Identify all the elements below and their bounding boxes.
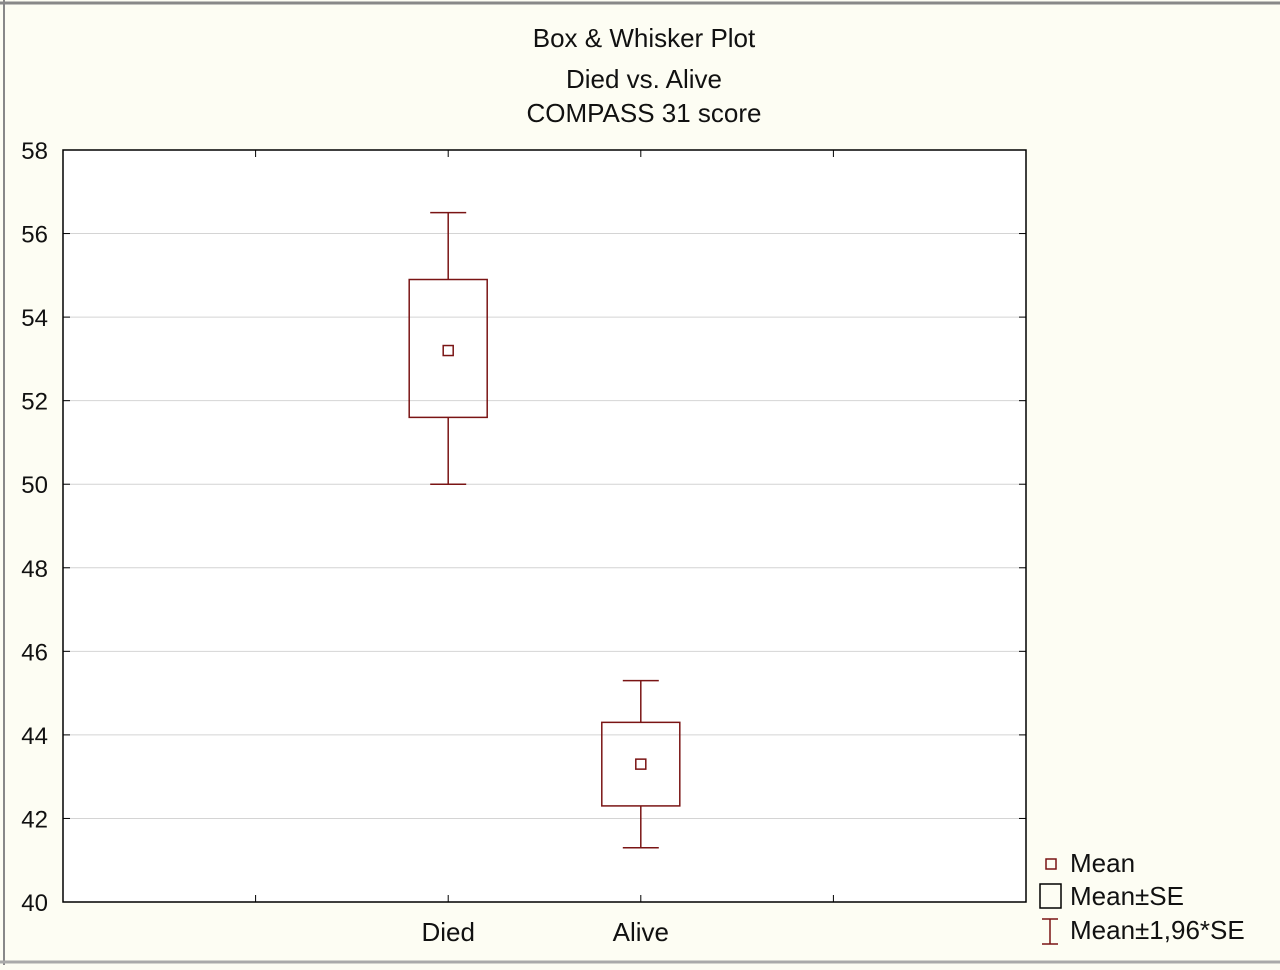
- legend-mean-label: Mean: [1070, 848, 1135, 878]
- y-tick-label: 54: [21, 305, 48, 332]
- y-tick-label: 48: [21, 556, 48, 583]
- box-group-alive: [601, 679, 681, 849]
- legend-mean-icon: [1045, 858, 1057, 870]
- y-tick-label: 46: [21, 639, 48, 666]
- y-tick-label: 40: [21, 890, 48, 917]
- box-group-died: [408, 211, 488, 485]
- chart-variable-title: COMPASS 31 score: [526, 98, 761, 128]
- legend-se-label: Mean±SE: [1070, 881, 1184, 911]
- x-axis-tick-labels: Died Alive: [421, 917, 669, 947]
- legend: Mean Mean±SE Mean±1,96*SE: [1039, 848, 1245, 945]
- mean-marker: [635, 758, 647, 770]
- chart-subtitle: Died vs. Alive: [566, 64, 722, 94]
- y-tick-label: 58: [21, 138, 48, 165]
- box-series: [408, 211, 681, 849]
- plot-frame: [62, 149, 1027, 903]
- legend-ci-label: Mean±1,96*SE: [1070, 915, 1245, 945]
- y-tick-label: 42: [21, 806, 48, 833]
- x-tick-label-alive: Alive: [613, 917, 669, 947]
- y-axis-tick-labels: 40 42 44 46 48 50 52 54 56 58: [21, 138, 48, 917]
- axis-ticks: [63, 149, 1026, 903]
- legend-whisker-icon: [1042, 918, 1058, 945]
- y-tick-label: 50: [21, 472, 48, 499]
- y-tick-label: 52: [21, 389, 48, 416]
- y-tick-label: 44: [21, 723, 48, 750]
- grid-lines: [63, 233, 1026, 819]
- mean-marker: [442, 344, 454, 357]
- plot-area: [63, 150, 1026, 902]
- x-tick-label-died: Died: [421, 917, 474, 947]
- chart-title: Box & Whisker Plot: [533, 23, 756, 53]
- se-box: [408, 278, 488, 419]
- se-box: [601, 721, 681, 807]
- legend-se-box-icon: [1039, 883, 1062, 909]
- y-tick-label: 56: [21, 222, 48, 249]
